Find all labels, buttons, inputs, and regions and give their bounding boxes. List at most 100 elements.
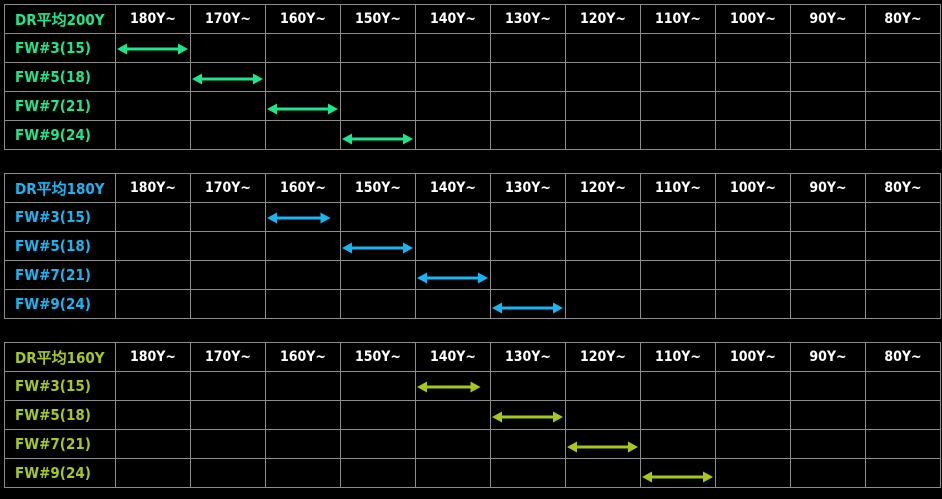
grid-cell bbox=[790, 458, 866, 488]
club-label: FW#3(15) bbox=[4, 202, 116, 232]
grid-cell bbox=[190, 202, 266, 232]
grid-cell bbox=[715, 120, 791, 150]
grid-cell bbox=[340, 231, 416, 261]
column-header: 90Y~ bbox=[790, 173, 866, 203]
club-label: FW#9(24) bbox=[4, 289, 116, 319]
grid-cell bbox=[640, 260, 716, 290]
grid-cell bbox=[340, 458, 416, 488]
grid-cell bbox=[865, 91, 941, 121]
grid-cell bbox=[265, 202, 341, 232]
grid-cell bbox=[715, 400, 791, 430]
grid-cell bbox=[190, 62, 266, 92]
grid-cell bbox=[865, 120, 941, 150]
grid-cell bbox=[565, 202, 641, 232]
club-label: FW#7(21) bbox=[4, 260, 116, 290]
club-label: FW#7(21) bbox=[4, 429, 116, 459]
grid-cell bbox=[340, 91, 416, 121]
club-row: FW#9(24) bbox=[4, 458, 941, 488]
grid-cell bbox=[490, 91, 566, 121]
grid-cell bbox=[490, 120, 566, 150]
grid-cell bbox=[340, 120, 416, 150]
grid-cell bbox=[640, 400, 716, 430]
column-header: 80Y~ bbox=[865, 342, 941, 372]
grid-cell bbox=[715, 231, 791, 261]
grid-cell bbox=[415, 429, 491, 459]
grid-cell bbox=[790, 91, 866, 121]
grid-cell bbox=[115, 429, 191, 459]
column-header: 100Y~ bbox=[715, 342, 791, 372]
column-header: 170Y~ bbox=[190, 342, 266, 372]
club-label: FW#9(24) bbox=[4, 120, 116, 150]
column-header: 140Y~ bbox=[415, 4, 491, 34]
grid-cell bbox=[490, 289, 566, 319]
grid-cell bbox=[790, 400, 866, 430]
grid-cell bbox=[340, 202, 416, 232]
club-row: FW#3(15) bbox=[4, 202, 941, 232]
grid-cell bbox=[115, 231, 191, 261]
column-header: 180Y~ bbox=[115, 4, 191, 34]
grid-cell bbox=[340, 429, 416, 459]
grid-cell bbox=[790, 231, 866, 261]
grid-cell bbox=[265, 91, 341, 121]
column-header: 160Y~ bbox=[265, 342, 341, 372]
column-header: 170Y~ bbox=[190, 173, 266, 203]
club-row: FW#7(21) bbox=[4, 91, 941, 121]
grid-cell bbox=[865, 260, 941, 290]
grid-cell bbox=[490, 231, 566, 261]
club-label: FW#9(24) bbox=[4, 458, 116, 488]
grid-cell bbox=[115, 371, 191, 401]
grid-cell bbox=[715, 91, 791, 121]
grid-cell bbox=[640, 289, 716, 319]
column-header: 120Y~ bbox=[565, 342, 641, 372]
grid-cell bbox=[565, 458, 641, 488]
grid-cell bbox=[790, 371, 866, 401]
distance-table-2: DR平均180Y 180Y~ 170Y~ 160Y~ 150Y~ 140Y~ 130Y~ 12… bbox=[4, 173, 941, 319]
column-header: 140Y~ bbox=[415, 342, 491, 372]
grid-cell bbox=[865, 400, 941, 430]
grid-cell bbox=[865, 202, 941, 232]
grid-cell bbox=[415, 400, 491, 430]
grid-cell bbox=[190, 371, 266, 401]
grid-cell bbox=[865, 231, 941, 261]
header-row: DR平均200Y 180Y~ 170Y~ 160Y~ 150Y~ 140Y~ 130Y~ 12… bbox=[4, 4, 941, 34]
grid-cell bbox=[490, 371, 566, 401]
grid-cell bbox=[565, 33, 641, 63]
grid-cell bbox=[115, 400, 191, 430]
grid-cell bbox=[565, 371, 641, 401]
grid-cell bbox=[115, 202, 191, 232]
grid-cell bbox=[490, 429, 566, 459]
grid-cell bbox=[340, 62, 416, 92]
grid-cell bbox=[715, 371, 791, 401]
grid-cell bbox=[415, 62, 491, 92]
grid-cell bbox=[865, 33, 941, 63]
grid-cell bbox=[490, 33, 566, 63]
grid-cell bbox=[115, 289, 191, 319]
grid-cell bbox=[415, 91, 491, 121]
table-title: DR平均200Y bbox=[4, 4, 116, 34]
column-header: 180Y~ bbox=[115, 173, 191, 203]
grid-cell bbox=[415, 33, 491, 63]
grid-cell bbox=[265, 429, 341, 459]
grid-cell bbox=[865, 62, 941, 92]
grid-cell bbox=[565, 289, 641, 319]
grid-cell bbox=[790, 202, 866, 232]
grid-cell bbox=[790, 33, 866, 63]
grid-cell bbox=[340, 260, 416, 290]
grid-cell bbox=[490, 62, 566, 92]
column-header: 170Y~ bbox=[190, 4, 266, 34]
club-row: FW#3(15) bbox=[4, 33, 941, 63]
grid-cell bbox=[790, 260, 866, 290]
grid-cell bbox=[490, 260, 566, 290]
column-header: 160Y~ bbox=[265, 4, 341, 34]
grid-cell bbox=[715, 289, 791, 319]
grid-cell bbox=[565, 400, 641, 430]
grid-cell bbox=[190, 289, 266, 319]
column-header: 150Y~ bbox=[340, 342, 416, 372]
grid-cell bbox=[115, 458, 191, 488]
grid-cell bbox=[565, 62, 641, 92]
grid-cell bbox=[265, 371, 341, 401]
column-header: 140Y~ bbox=[415, 173, 491, 203]
table-title: DR平均180Y bbox=[4, 173, 116, 203]
grid-cell bbox=[340, 289, 416, 319]
club-label: FW#7(21) bbox=[4, 91, 116, 121]
